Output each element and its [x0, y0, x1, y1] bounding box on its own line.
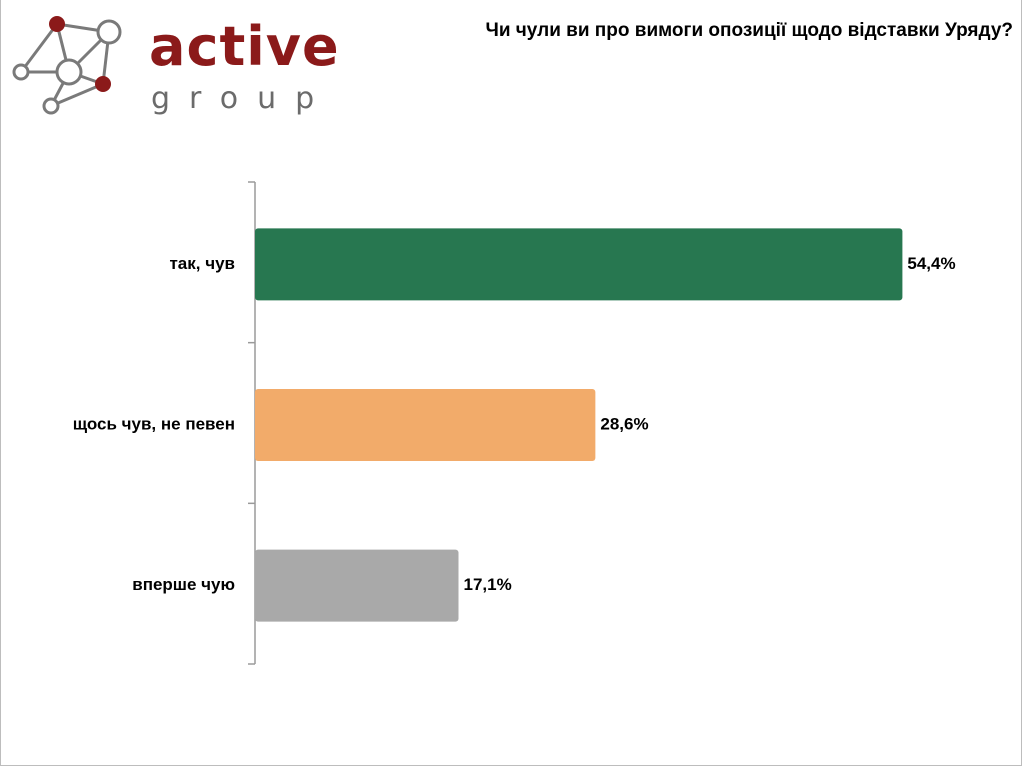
- value-label-1: 54,4%: [907, 254, 955, 273]
- category-label-2: щось чув, не певен: [73, 414, 235, 433]
- bar-3: [255, 549, 459, 622]
- category-label-1: так, чув: [169, 254, 235, 273]
- value-label-2: 28,6%: [600, 414, 648, 433]
- logo-word: active: [149, 15, 340, 78]
- bar-1: [255, 228, 903, 301]
- chart-question-title: Чи чули ви про вимоги опозиції щодо відс…: [485, 20, 1013, 41]
- logo-subword: group: [151, 81, 334, 116]
- active-group-logo: active group: [9, 10, 339, 120]
- bar-2: [255, 389, 596, 461]
- category-label-3: вперше чую: [132, 575, 235, 594]
- network-logo-icon: [12, 16, 122, 115]
- value-label-3: 17,1%: [464, 575, 512, 594]
